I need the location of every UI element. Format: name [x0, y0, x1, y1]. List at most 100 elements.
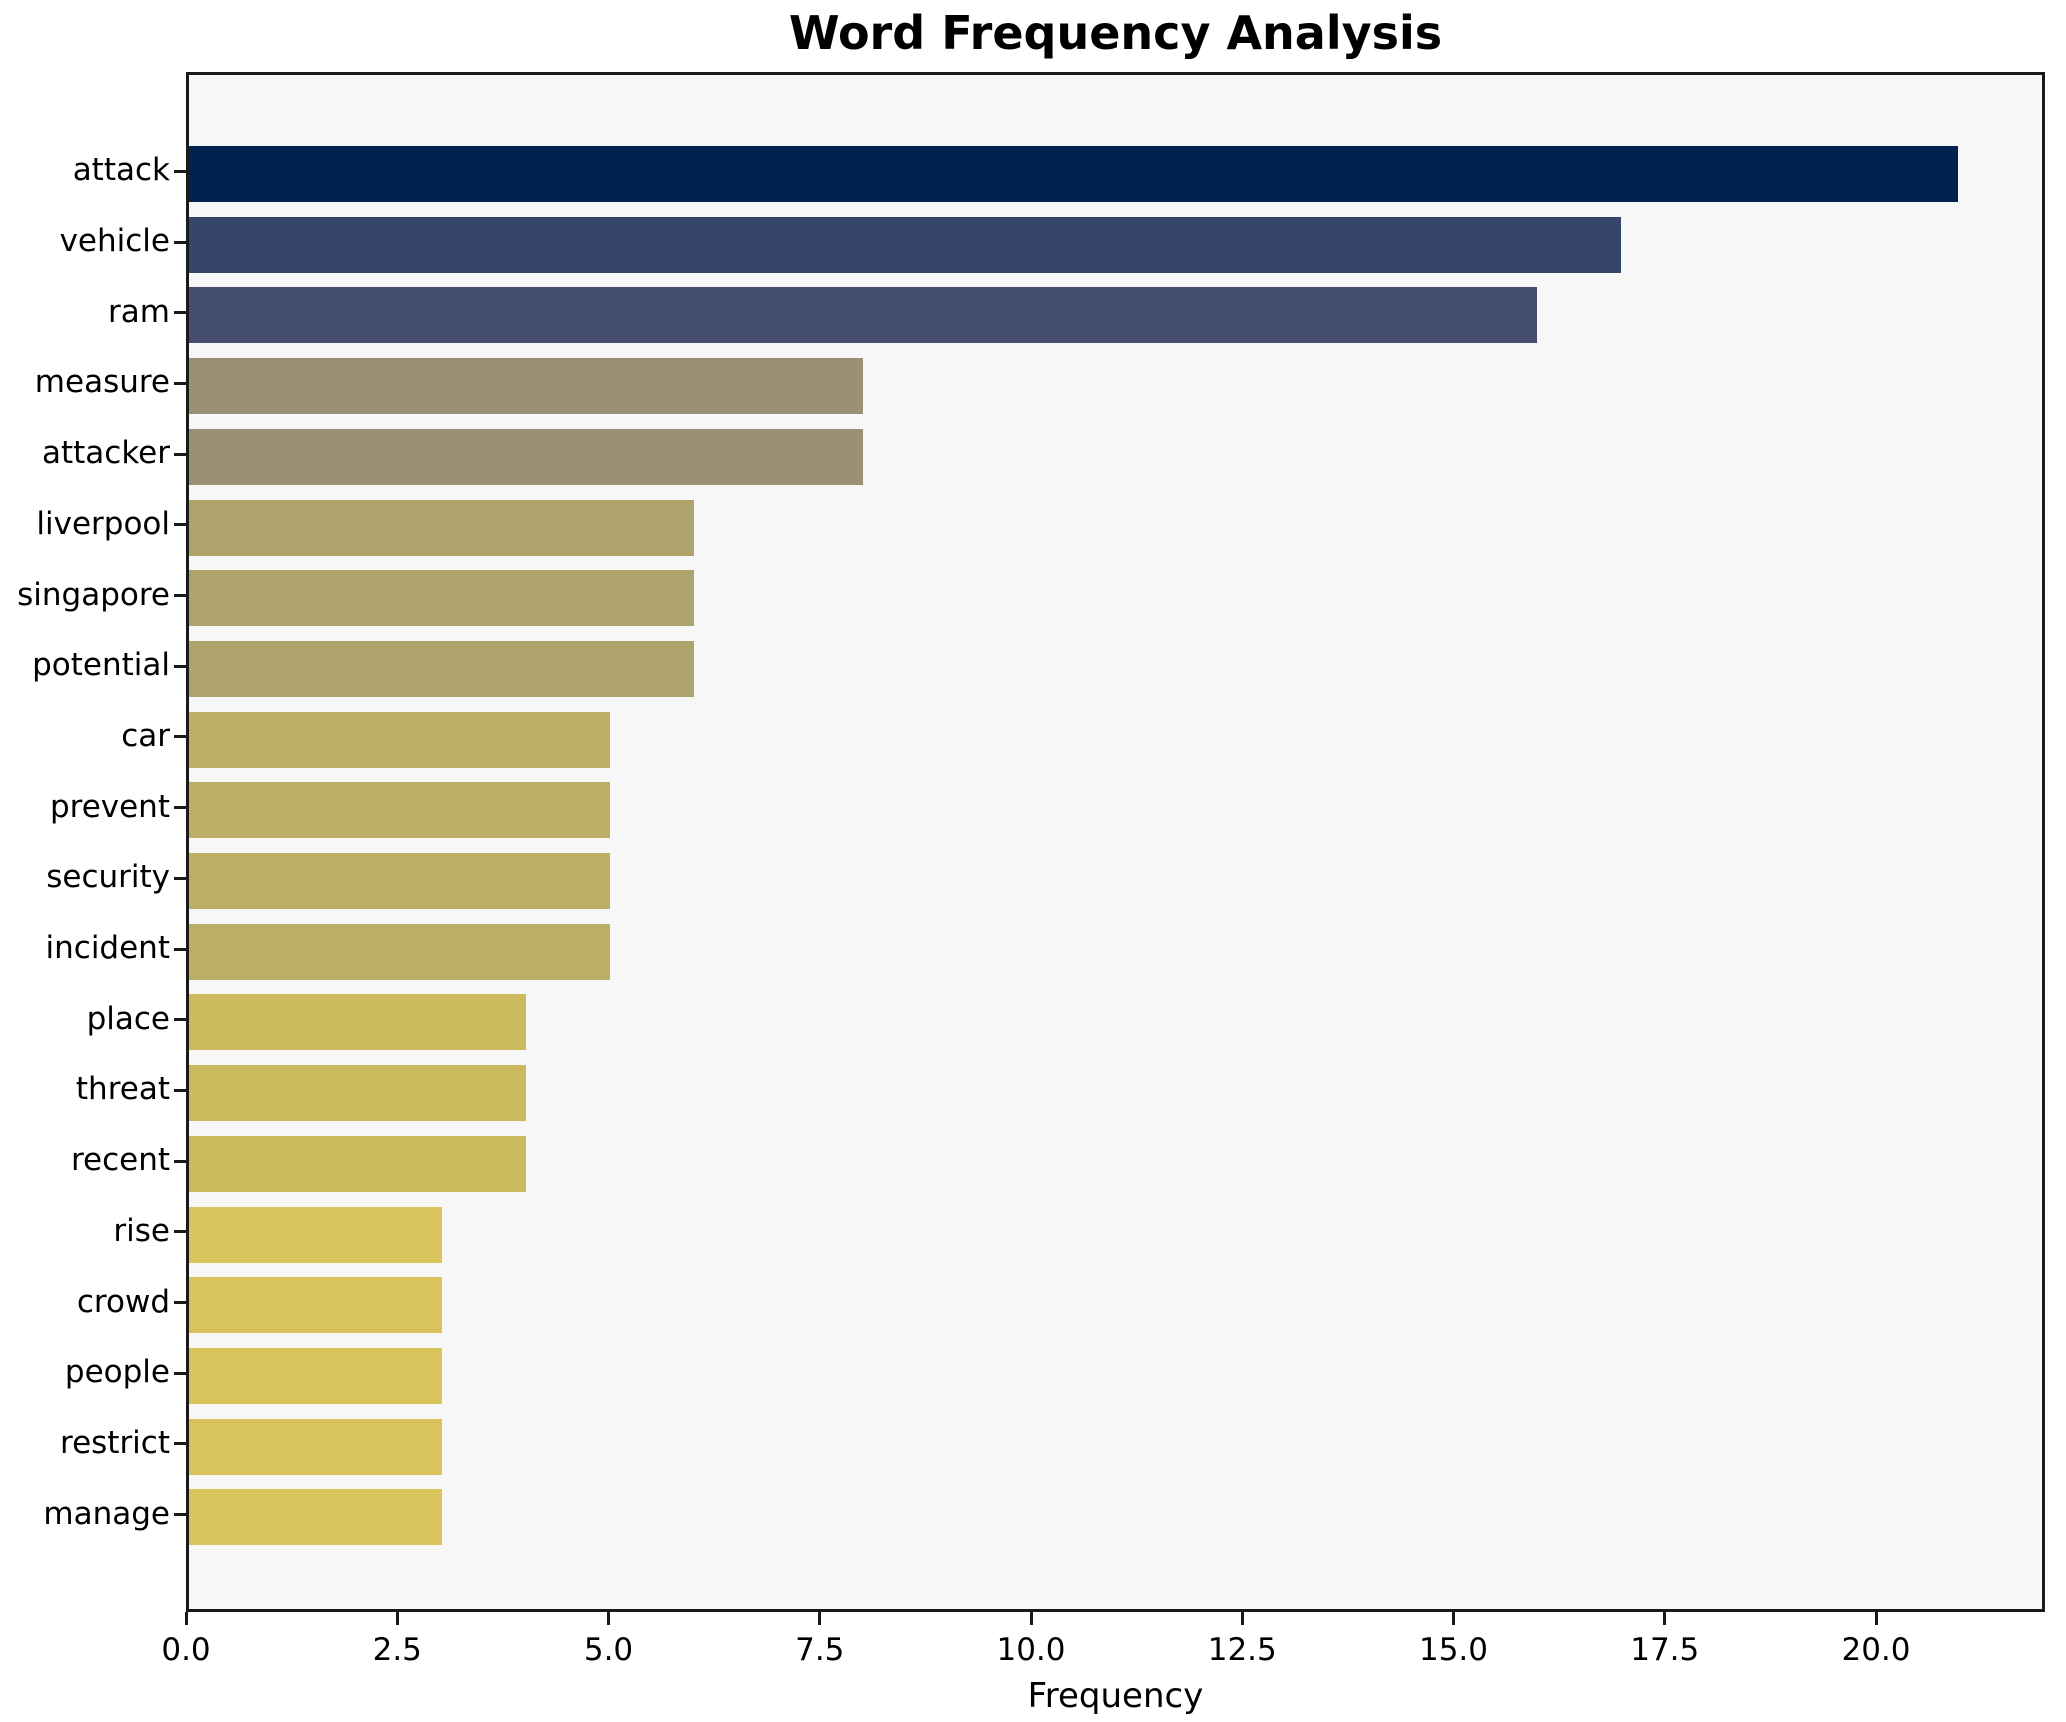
bar-row	[189, 775, 2042, 846]
x-tick-mark	[1874, 1612, 1878, 1625]
y-tick-label-ram: ram	[108, 293, 170, 330]
bar-row	[189, 422, 2042, 493]
y-tick-label-threat: threat	[75, 1071, 170, 1108]
y-tick-label-restrict: restrict	[60, 1424, 170, 1461]
y-tick-mark	[174, 876, 186, 880]
y-tick-mark	[174, 1301, 186, 1305]
bar-manage	[189, 1489, 442, 1546]
bar-row	[189, 1482, 2042, 1553]
bar-row	[189, 846, 2042, 917]
bar-row	[189, 634, 2042, 705]
y-tick-mark	[174, 806, 186, 810]
bar-attack	[189, 146, 1958, 202]
bar-row	[189, 351, 2042, 422]
bar-row	[189, 1341, 2042, 1412]
y-tick-mark	[174, 169, 186, 173]
bar-attacker	[189, 428, 863, 485]
bar-row	[189, 493, 2042, 564]
y-tick-mark	[174, 523, 186, 527]
x-tick-label-0.0: 0.0	[161, 1632, 211, 1668]
x-tick-mark	[1029, 1612, 1033, 1625]
y-tick-mark	[174, 452, 186, 456]
y-tick-mark	[174, 1513, 186, 1517]
y-tick-mark	[174, 947, 186, 951]
plot-area	[186, 72, 2045, 1612]
bar-row	[189, 1412, 2042, 1483]
y-tick-mark	[174, 381, 186, 385]
bar-row	[189, 210, 2042, 281]
bar-security	[189, 853, 611, 909]
bar-ram	[189, 287, 1537, 344]
y-tick-mark	[174, 1371, 186, 1375]
x-tick-label-20.0: 20.0	[1841, 1632, 1911, 1668]
y-tick-label-singapore: singapore	[17, 576, 170, 613]
y-tick-label-rise: rise	[113, 1212, 170, 1249]
bar-restrict	[189, 1418, 442, 1475]
bar-row	[189, 139, 2042, 210]
y-tick-label-people: people	[64, 1354, 170, 1391]
x-tick-mark	[395, 1612, 399, 1625]
y-tick-label-liverpool: liverpool	[36, 505, 170, 542]
y-tick-label-security: security	[46, 859, 170, 896]
y-tick-mark	[174, 594, 186, 598]
y-tick-label-crowd: crowd	[76, 1283, 170, 1320]
y-tick-mark	[174, 735, 186, 739]
y-tick-label-car: car	[121, 717, 170, 754]
bar-people	[189, 1347, 442, 1404]
y-tick-label-recent: recent	[70, 1142, 170, 1179]
x-tick-mark	[607, 1612, 610, 1625]
y-tick-mark	[174, 1230, 186, 1234]
bar-row	[189, 1058, 2042, 1129]
bar-threat	[189, 1065, 526, 1122]
y-tick-label-measure: measure	[34, 364, 170, 401]
bar-measure	[189, 358, 863, 415]
y-tick-label-attack: attack	[72, 152, 170, 189]
x-tick-mark	[1452, 1612, 1455, 1625]
y-tick-label-incident: incident	[45, 930, 170, 967]
y-tick-label-potential: potential	[32, 647, 170, 684]
bar-row	[189, 280, 2042, 351]
x-tick-label-12.5: 12.5	[1207, 1632, 1277, 1668]
bar-vehicle	[189, 216, 1621, 273]
y-tick-label-prevent: prevent	[49, 788, 170, 825]
y-tick-mark	[174, 1088, 186, 1092]
y-tick-label-place: place	[86, 1000, 170, 1037]
x-tick-label-5.0: 5.0	[583, 1632, 634, 1668]
y-tick-label-vehicle: vehicle	[59, 223, 170, 260]
bar-row	[189, 1200, 2042, 1271]
bar-place	[189, 994, 526, 1051]
bar-liverpool	[189, 499, 695, 556]
bar-crowd	[189, 1277, 442, 1334]
x-tick-mark	[1240, 1612, 1244, 1625]
x-tick-label-15.0: 15.0	[1418, 1632, 1489, 1668]
y-tick-label-attacker: attacker	[41, 435, 170, 472]
bar-row	[189, 705, 2042, 776]
y-tick-mark	[174, 311, 186, 315]
y-tick-mark	[174, 1159, 186, 1163]
x-tick-label-17.5: 17.5	[1630, 1632, 1700, 1668]
x-tick-mark	[818, 1612, 822, 1625]
x-tick-label-2.5: 2.5	[372, 1632, 422, 1668]
bar-row	[189, 1270, 2042, 1341]
x-axis-label: Frequency	[1027, 1676, 1204, 1716]
chart-title: Word Frequency Analysis	[788, 6, 1443, 60]
bar-singapore	[189, 570, 695, 627]
x-tick-mark	[184, 1612, 188, 1625]
bar-incident	[189, 923, 611, 980]
bar-rise	[189, 1206, 442, 1263]
x-tick-mark	[1663, 1612, 1667, 1625]
bar-row	[189, 563, 2042, 634]
y-tick-mark	[174, 664, 186, 668]
x-tick-label-7.5: 7.5	[795, 1632, 845, 1668]
x-tick-label-10.0: 10.0	[996, 1632, 1066, 1668]
y-tick-mark	[174, 1442, 186, 1446]
bar-row	[189, 917, 2042, 988]
y-tick-label-manage: manage	[43, 1495, 170, 1532]
y-tick-mark	[174, 240, 186, 244]
bar-row	[189, 1129, 2042, 1200]
bars-container	[189, 139, 2042, 1553]
bar-car	[189, 711, 611, 768]
bar-potential	[189, 640, 695, 697]
y-tick-mark	[174, 1018, 186, 1022]
